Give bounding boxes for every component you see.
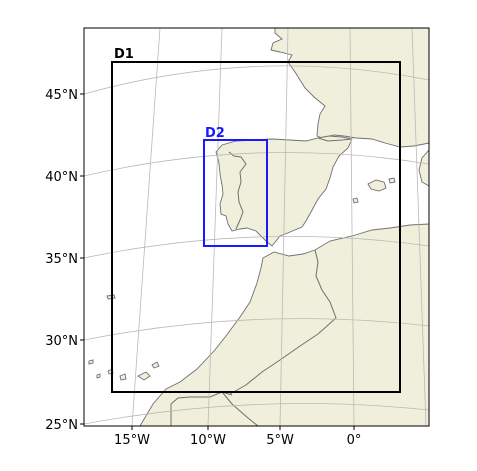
land-canary-1 xyxy=(137,371,151,381)
lat-labels: 45°N 40°N 35°N 30°N 25°N xyxy=(45,88,78,433)
gridline-lon-10w xyxy=(207,28,223,426)
gridline-lat-30 xyxy=(84,318,429,341)
border-spain-france xyxy=(317,137,353,142)
border-mauritania xyxy=(221,391,259,426)
land-iberia xyxy=(215,135,353,247)
land-canary-5 xyxy=(96,373,101,379)
gridline-lon-0 xyxy=(349,28,355,426)
lon-label-10w: 10°W xyxy=(190,433,226,448)
gridline-lat-25 xyxy=(84,403,429,425)
gridline-lat-40 xyxy=(84,152,429,177)
domain-d1-box xyxy=(111,61,401,393)
graticule xyxy=(84,28,429,426)
lon-ticks xyxy=(131,426,355,430)
gridline-lat-35 xyxy=(84,236,429,259)
gridline-lat-45 xyxy=(84,65,429,95)
map-content xyxy=(84,28,429,426)
land-balearic-menorca xyxy=(388,177,396,184)
lon-label-5w: 5°W xyxy=(266,433,294,448)
gridline-lon-5e xyxy=(411,28,427,426)
domain-d2-box xyxy=(203,139,268,247)
lat-label-45: 45°N xyxy=(45,88,78,103)
land-canary-3 xyxy=(119,373,127,381)
land-layer xyxy=(88,28,429,426)
land-canary-6 xyxy=(88,359,94,365)
lat-label-40: 40°N xyxy=(45,170,78,185)
lat-label-35: 35°N xyxy=(45,252,78,267)
lat-ticks xyxy=(80,93,84,425)
land-sardinia xyxy=(418,149,429,187)
lon-label-15w: 15°W xyxy=(114,433,150,448)
gridline-lon-15w xyxy=(131,28,161,426)
lat-label-25: 25°N xyxy=(45,418,78,433)
land-north-africa xyxy=(139,223,429,426)
lon-labels: 15°W 10°W 5°W 0° xyxy=(114,433,361,448)
land-canary-2 xyxy=(151,361,160,369)
border-morocco-algeria xyxy=(229,249,337,395)
lon-label-0: 0° xyxy=(347,433,362,448)
border-portugal-spain xyxy=(228,151,247,230)
lat-label-30: 30°N xyxy=(45,334,78,349)
domain-d2-label: D2 xyxy=(205,126,225,141)
map-frame xyxy=(83,27,430,427)
gridline-lon-5w xyxy=(279,28,289,426)
domain-d1-label: D1 xyxy=(114,47,134,62)
land-france xyxy=(270,28,429,148)
land-balearic-ibiza xyxy=(352,197,359,204)
land-balearic-mallorca xyxy=(367,179,387,192)
